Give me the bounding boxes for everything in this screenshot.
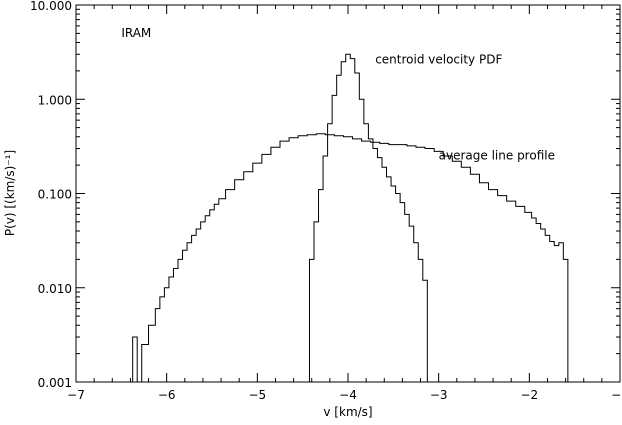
- series-line-2: [304, 53, 432, 383]
- annotation-label: IRAM: [121, 26, 151, 40]
- x-tick-label: −3: [430, 388, 448, 402]
- x-tick-label: −6: [158, 388, 176, 402]
- y-tick-label: 10.000: [30, 0, 72, 13]
- y-axis-title: P(v) [(km/s)⁻¹]: [3, 150, 17, 236]
- y-tick-label: 0.010: [38, 282, 72, 296]
- x-tick-label: −1: [611, 388, 622, 402]
- x-axis-title: v [km/s]: [323, 405, 372, 419]
- y-tick-label: 1.000: [38, 93, 72, 107]
- y-tick-label: 0.001: [38, 376, 72, 390]
- x-tick-label: −2: [520, 388, 538, 402]
- annotations: IRAM centroid velocity PDF average line pr…: [121, 26, 555, 163]
- series-layer: [132, 53, 573, 383]
- series-line-1: [132, 133, 573, 383]
- x-tick-label: −5: [248, 388, 266, 402]
- plot-frame: [75, 4, 621, 383]
- x-tick-label: −4: [339, 388, 357, 402]
- annotation-label: centroid velocity PDF: [375, 52, 502, 66]
- y-tick-label: 0.100: [38, 188, 72, 202]
- axis-ticks: −7 −6 −5 −4 −3 −2 −1 0.001 0.010 0.100 1.000 10.000: [30, 0, 622, 402]
- annotation-label: average line profile: [439, 148, 555, 162]
- x-tick-label: −7: [67, 388, 85, 402]
